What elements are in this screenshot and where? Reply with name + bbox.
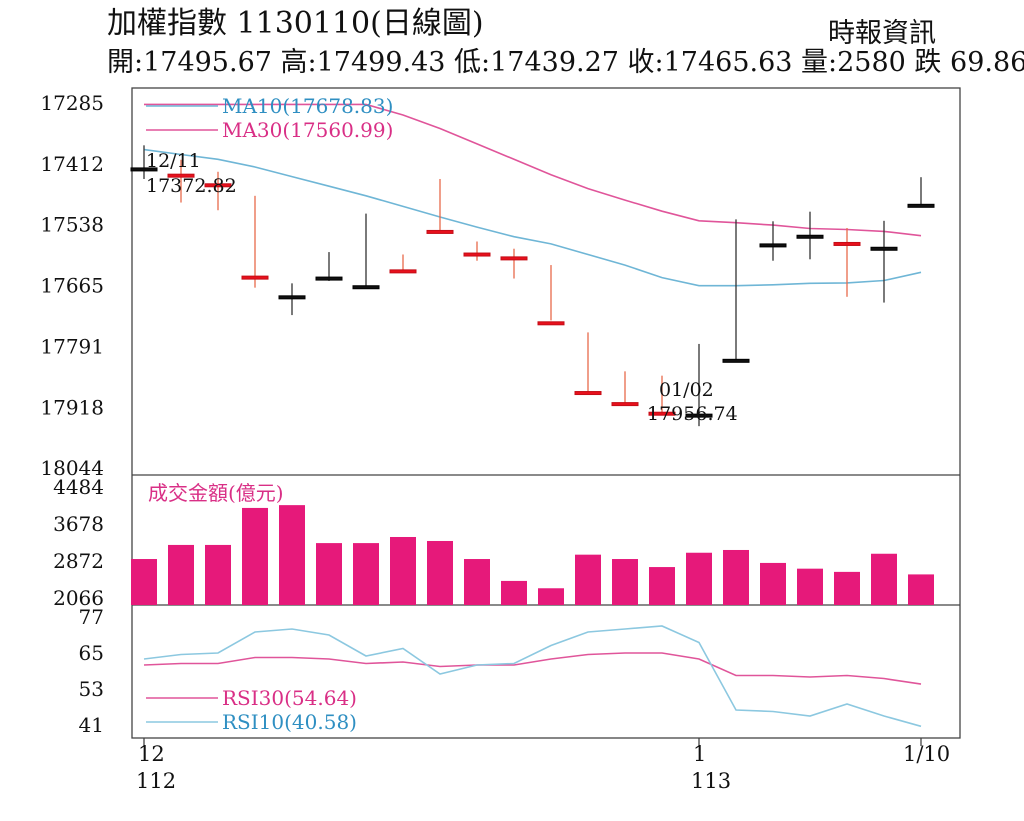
rsi30-legend-label: RSI30(54.64): [222, 686, 357, 710]
volume-tick-label: 4484: [53, 475, 104, 499]
candle-body: [722, 358, 750, 363]
volume-bar: [279, 505, 305, 605]
volume-bar: [390, 536, 416, 605]
low-annotation-date: 12/11: [146, 150, 201, 172]
rsi-tick-label: 53: [79, 677, 104, 701]
volume-panel-title: 成交金額(億元): [148, 481, 284, 505]
volume-bar: [168, 544, 194, 605]
candle-body: [315, 276, 343, 281]
volume-bar: [797, 568, 823, 605]
volume-tick-label: 3678: [53, 512, 104, 536]
x-tick-sublabel: 113: [691, 769, 731, 793]
rsi-tick-label: 77: [79, 605, 104, 629]
volume-bar: [205, 544, 231, 605]
price-tick-label: 17285: [40, 91, 104, 115]
candle-body: [500, 256, 528, 261]
volume-bar: [723, 549, 749, 605]
source-label: 時報資訊: [828, 18, 936, 49]
candle-body: [796, 234, 824, 239]
volume-bar: [834, 571, 860, 605]
rsi10-line: [143, 625, 922, 728]
chart-title: 加權指數 1130110(日線圖): [107, 6, 484, 41]
candle-body: [685, 413, 713, 418]
price-tick-label: 17412: [40, 152, 104, 176]
rsi10-legend-label: RSI10(40.58): [222, 710, 357, 734]
candle-body: [759, 243, 787, 248]
volume-bar: [908, 574, 934, 605]
volume-tick-label: 2872: [53, 549, 104, 573]
price-tick-label: 17791: [40, 334, 104, 358]
volume-bar: [242, 507, 268, 605]
price-tick-label: 18044: [40, 456, 104, 480]
price-tick-label: 17538: [40, 213, 104, 237]
ma10-legend-label: MA10(17678.83): [222, 94, 393, 118]
volume-tick-label: 2066: [53, 586, 104, 610]
candle-body: [278, 295, 306, 300]
candle-body: [537, 321, 565, 326]
candle-body: [352, 285, 380, 290]
high-annotation-value: 17956.74: [647, 403, 738, 425]
volume-bar: [686, 552, 712, 605]
volume-bar: [612, 559, 638, 605]
volume-bar: [501, 580, 527, 605]
rsi30-line: [143, 652, 922, 685]
ma10-line: [143, 148, 922, 287]
high-annotation-date: 01/02: [659, 379, 714, 401]
candle-body: [167, 173, 195, 178]
rsi-tick-label: 41: [79, 713, 104, 737]
ohlc-summary: 開:17495.67 高:17499.43 低:17439.27 收:17465…: [107, 47, 1024, 78]
volume-bar: [353, 543, 379, 605]
candle-body: [130, 167, 158, 172]
volume-bar: [575, 554, 601, 605]
candle-body: [833, 241, 861, 246]
volume-bar: [316, 543, 342, 605]
x-tick-sublabel: 112: [136, 769, 176, 793]
candle-body: [648, 411, 676, 416]
ma30-legend-label: MA30(17560.99): [222, 118, 393, 142]
volume-bar: [538, 588, 564, 605]
price-tick-label: 17665: [40, 274, 104, 298]
volume-bar: [131, 559, 157, 605]
volume-bar: [871, 553, 897, 605]
volume-bar: [464, 559, 490, 605]
candle-body: [463, 252, 491, 257]
rsi-tick-label: 65: [79, 641, 104, 665]
volume-bar: [649, 567, 675, 605]
ma30-line: [144, 103, 922, 237]
x-tick-label: 12: [138, 742, 165, 766]
volume-bar: [427, 540, 453, 605]
candle-body: [574, 391, 602, 396]
candle-body: [426, 229, 454, 234]
x-tick-label: 1: [693, 742, 706, 766]
candle-body: [870, 246, 898, 251]
candle-body: [907, 203, 935, 208]
low-annotation-value: 17372.82: [146, 175, 237, 197]
x-tick-label: 1/10: [903, 742, 950, 766]
price-tick-label: 17918: [40, 395, 104, 419]
candle-body: [204, 183, 232, 188]
candle-body: [389, 269, 417, 274]
chart-frame: [131, 87, 961, 739]
candle-body: [241, 275, 269, 280]
candle-body: [611, 402, 639, 407]
volume-bar: [760, 562, 786, 605]
